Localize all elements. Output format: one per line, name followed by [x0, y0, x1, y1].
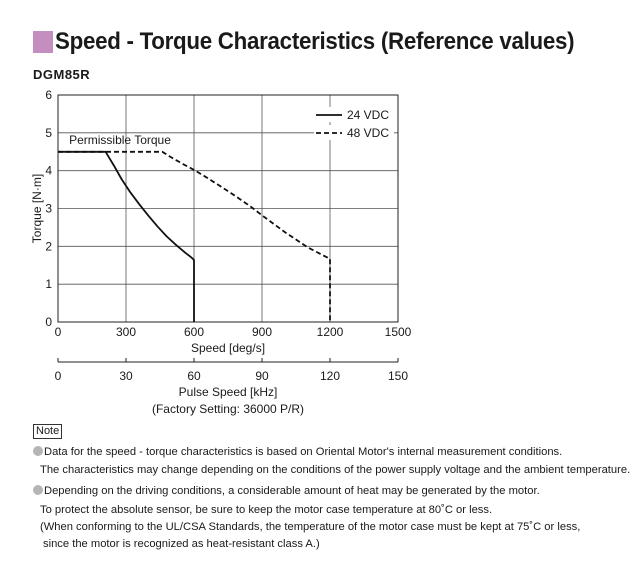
- y-tick-label: 3: [45, 202, 52, 216]
- bullet-icon: [33, 446, 43, 456]
- plot-frame: [57, 94, 399, 323]
- x-tick-label: 900: [252, 325, 272, 339]
- notes-section: Note Data for the speed - torque charact…: [33, 424, 633, 550]
- permissible-torque-label: Permissible Torque: [69, 133, 171, 147]
- x-axis-label: Speed [deg/s]: [191, 341, 265, 355]
- note-line-2: The characteristics may change depending…: [40, 464, 631, 476]
- heading-color-mark: [33, 31, 53, 53]
- model-name: DGM85R: [33, 67, 91, 82]
- x-tick-label: 600: [184, 325, 204, 339]
- x-tick-label: 1500: [385, 325, 412, 339]
- y-tick-label: 5: [45, 126, 52, 140]
- legend-label-1: 24 VDC: [347, 108, 389, 122]
- series-line-2: [58, 150, 331, 322]
- pulse-tick-label: 90: [255, 369, 269, 383]
- pulse-tick-label: 120: [320, 369, 340, 383]
- note-line-3: Depending on the driving conditions, a c…: [33, 485, 540, 497]
- y-tick-label: 6: [45, 88, 52, 102]
- y-tick-label: 0: [45, 315, 52, 329]
- bullet-icon: [33, 485, 43, 495]
- chart-legend: 24 VDC 48 VDC: [314, 107, 394, 140]
- legend-bg: [314, 125, 394, 140]
- section-heading: Speed - Torque Characteristics (Referenc…: [33, 28, 613, 56]
- x-tick-label: 0: [55, 325, 62, 339]
- pulse-tick-label: 60: [187, 369, 201, 383]
- x-tick-label: 300: [116, 325, 136, 339]
- note-line-4: To protect the absolute sensor, be sure …: [40, 504, 493, 516]
- pulse-tick-label: 150: [388, 369, 408, 383]
- pulse-tick-label: 0: [55, 369, 62, 383]
- pulse-axis-label: Pulse Speed [kHz]: [179, 385, 278, 399]
- note-tag: Note: [33, 424, 63, 439]
- series-line-1: [58, 150, 195, 322]
- y-tick-label: 4: [45, 164, 52, 178]
- note-line-1: Data for the speed - torque characterist…: [33, 446, 562, 458]
- pulse-axis-sublabel: (Factory Setting: 36000 P/R): [152, 402, 304, 416]
- note-line-5: (When conforming to the UL/CSA Standards…: [40, 521, 581, 533]
- section-title: Speed - Torque Characteristics (Referenc…: [55, 28, 575, 55]
- y-tick-label: 2: [45, 239, 52, 253]
- chart-axes: [57, 94, 399, 363]
- x-tick-label: 1200: [317, 325, 344, 339]
- legend-label-2: 48 VDC: [347, 126, 389, 140]
- y-axis-label: Torque [N·m]: [30, 174, 44, 243]
- note-line-6: since the motor is recognized as heat-re…: [43, 538, 320, 550]
- chart-series: [58, 150, 331, 322]
- legend-bg: [314, 107, 394, 122]
- pulse-tick-label: 30: [119, 369, 133, 383]
- y-tick-label: 1: [45, 277, 52, 291]
